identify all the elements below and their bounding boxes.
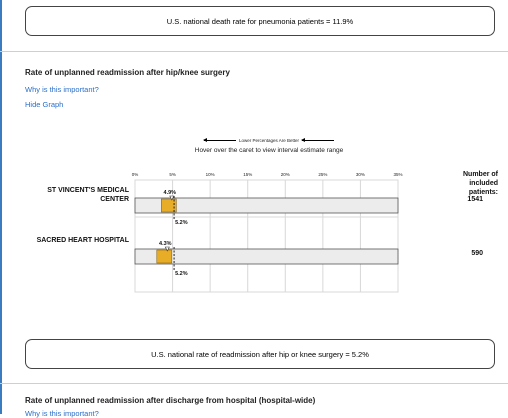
why-important-link[interactable]: Why is this important?: [25, 85, 99, 94]
left-arrow-icon: [301, 138, 335, 142]
bar-track: [134, 248, 399, 265]
x-tick-label: 30%: [356, 172, 365, 177]
pneumonia-national-rate-text: U.S. national death rate for pneumonia p…: [166, 16, 354, 26]
x-tick-label: 10%: [206, 172, 215, 177]
pneumonia-national-rate-box: U.S. national death rate for pneumonia p…: [25, 6, 495, 36]
patient-count-header: Number of included patients:: [463, 171, 498, 196]
x-tick-label: 35%: [393, 172, 402, 177]
section-divider: [0, 383, 508, 384]
hover-instruction: Hover over the caret to view interval es…: [194, 147, 344, 154]
rate-value-label: 4.9%: [164, 190, 177, 196]
x-tick-label: 5%: [169, 172, 176, 177]
legend-note: Lower Percentages Are Better: [0, 138, 508, 143]
x-tick-label: 15%: [243, 172, 252, 177]
legend-note-text: Lower Percentages Are Better: [238, 138, 300, 143]
national-rate-label: 5.2%: [175, 271, 188, 277]
rate-bar: [161, 198, 177, 213]
hospital-label-st-vincents: ST VINCENT'S MEDICAL CENTER: [47, 187, 129, 203]
left-accent-rule: [0, 0, 2, 414]
section-divider: [0, 51, 508, 52]
patient-count-sacred-heart: 590: [471, 250, 483, 257]
national-rate-label: 5.2%: [175, 220, 188, 226]
readmission-national-rate-text: U.S. national rate of readmission after …: [151, 349, 369, 359]
interval-caret: [164, 246, 170, 252]
x-tick-label: 0%: [132, 172, 139, 177]
patient-count-st-vincents: 1541: [467, 196, 483, 203]
left-arrow-icon: [202, 138, 236, 142]
hide-graph-link[interactable]: Hide Graph: [25, 100, 64, 109]
rate-bar: [156, 249, 173, 264]
readmission-national-rate-box: U.S. national rate of readmission after …: [25, 339, 495, 369]
hospital-wide-section-title: Rate of unplanned readmission after disc…: [25, 396, 316, 405]
hospital-label-sacred-heart: SACRED HEART HOSPITAL: [36, 237, 129, 244]
x-tick-label: 25%: [318, 172, 327, 177]
readmission-section-title: Rate of unplanned readmission after hip/…: [25, 68, 230, 77]
x-tick-label: 20%: [281, 172, 290, 177]
bar-track: [134, 197, 399, 214]
rate-value-label: 4.3%: [159, 241, 172, 247]
interval-caret: [169, 195, 175, 201]
